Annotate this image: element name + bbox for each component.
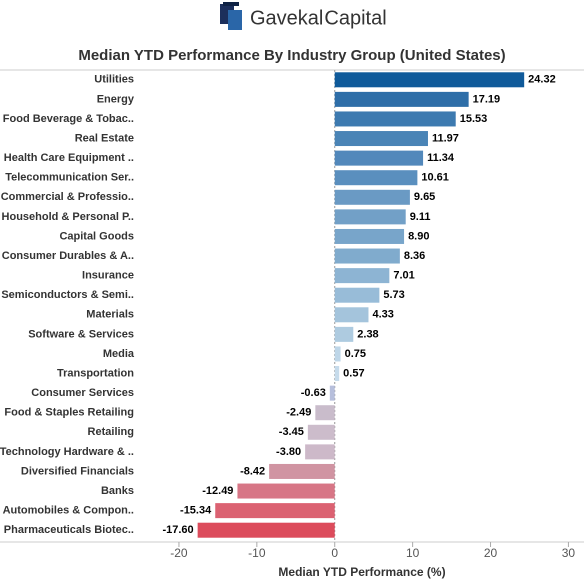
y-tick-label: Insurance: [82, 270, 134, 282]
value-label: -3.80: [276, 446, 301, 458]
logo-icon: [228, 10, 242, 30]
x-tick-label: -20: [170, 546, 188, 560]
y-tick-label: Food Beverage & Tobac..: [3, 113, 134, 125]
y-tick-label: Diversified Financials: [21, 465, 134, 477]
bar: [334, 307, 369, 323]
bar: [305, 444, 335, 460]
bar: [329, 385, 335, 401]
value-label: 10.61: [421, 172, 449, 184]
value-label: 0.57: [343, 367, 364, 379]
value-label: -12.49: [202, 485, 233, 497]
chart-title: Median YTD Performance By Industry Group…: [78, 47, 505, 64]
bar: [334, 287, 380, 303]
value-label: -8.42: [240, 465, 265, 477]
bar: [334, 72, 525, 88]
logo-icon: [223, 2, 239, 6]
bar: [315, 405, 335, 421]
y-tick-label: Technology Hardware & ..: [0, 446, 134, 458]
bar: [334, 248, 400, 264]
value-label: -2.49: [286, 407, 311, 419]
bar: [269, 463, 335, 479]
x-tick-label: 10: [406, 546, 420, 560]
logo-text: Capital: [324, 7, 386, 29]
x-tick-label: 20: [484, 546, 498, 560]
y-tick-label: Household & Personal P..: [2, 211, 134, 223]
value-label: 11.34: [427, 152, 455, 164]
value-label: 8.90: [408, 230, 429, 242]
y-tick-label: Pharmaceuticals Biotec..: [4, 524, 134, 536]
value-label: -17.60: [162, 524, 193, 536]
bar: [215, 503, 335, 519]
y-tick-label: Banks: [101, 485, 134, 497]
bar: [334, 170, 418, 186]
y-tick-label: Automobiles & Compon..: [3, 505, 134, 517]
value-label: 5.73: [383, 289, 404, 301]
bar: [334, 111, 456, 127]
value-label: 2.38: [357, 328, 378, 340]
y-tick-label: Software & Services: [28, 328, 134, 340]
x-axis-title: Median YTD Performance (%): [278, 565, 445, 579]
value-label: 4.33: [372, 309, 393, 321]
value-label: 7.01: [393, 270, 414, 282]
bar: [334, 346, 341, 362]
value-label: 0.75: [345, 348, 366, 360]
value-label: 9.65: [414, 191, 435, 203]
x-tick-label: 30: [562, 546, 576, 560]
value-label: 15.53: [460, 113, 488, 125]
x-tick-label: -10: [248, 546, 266, 560]
bar: [197, 522, 335, 538]
y-tick-label: Retailing: [88, 426, 134, 438]
y-tick-label: Consumer Services: [31, 387, 134, 399]
bar: [334, 228, 405, 244]
y-tick-label: Consumer Durables & A..: [2, 250, 134, 262]
y-tick-label: Materials: [86, 309, 134, 321]
value-label: -0.63: [301, 387, 326, 399]
y-tick-label: Health Care Equipment ..: [4, 152, 134, 164]
bar: [334, 150, 424, 166]
value-label: 24.32: [528, 74, 556, 86]
bar: [334, 131, 428, 147]
bar: [334, 209, 406, 225]
bar: [334, 91, 469, 107]
x-tick-label: 0: [331, 546, 338, 560]
y-tick-label: Real Estate: [75, 132, 134, 144]
logo-text: Gavekal: [250, 7, 323, 29]
bar: [334, 366, 340, 382]
value-label: 8.36: [404, 250, 425, 262]
y-tick-label: Semiconductors & Semi..: [1, 289, 134, 301]
bar: [237, 483, 335, 499]
y-tick-label: Telecommunication Ser..: [5, 172, 134, 184]
y-tick-label: Transportation: [57, 367, 134, 379]
y-tick-label: Media: [103, 348, 135, 360]
y-tick-label: Energy: [97, 93, 135, 105]
bar: [334, 189, 410, 205]
value-label: 9.11: [410, 211, 431, 223]
y-tick-label: Utilities: [94, 74, 134, 86]
value-label: 17.19: [473, 93, 501, 105]
value-label: -15.34: [180, 505, 212, 517]
value-label: -3.45: [279, 426, 304, 438]
y-tick-label: Commercial & Professio..: [1, 191, 134, 203]
bar: [307, 424, 335, 440]
y-tick-label: Capital Goods: [59, 230, 134, 242]
bar: [334, 326, 354, 342]
logo: Gavekal Capital: [220, 2, 387, 30]
y-tick-label: Food & Staples Retailing: [4, 407, 134, 419]
bar: [334, 268, 390, 284]
value-label: 11.97: [432, 132, 459, 144]
